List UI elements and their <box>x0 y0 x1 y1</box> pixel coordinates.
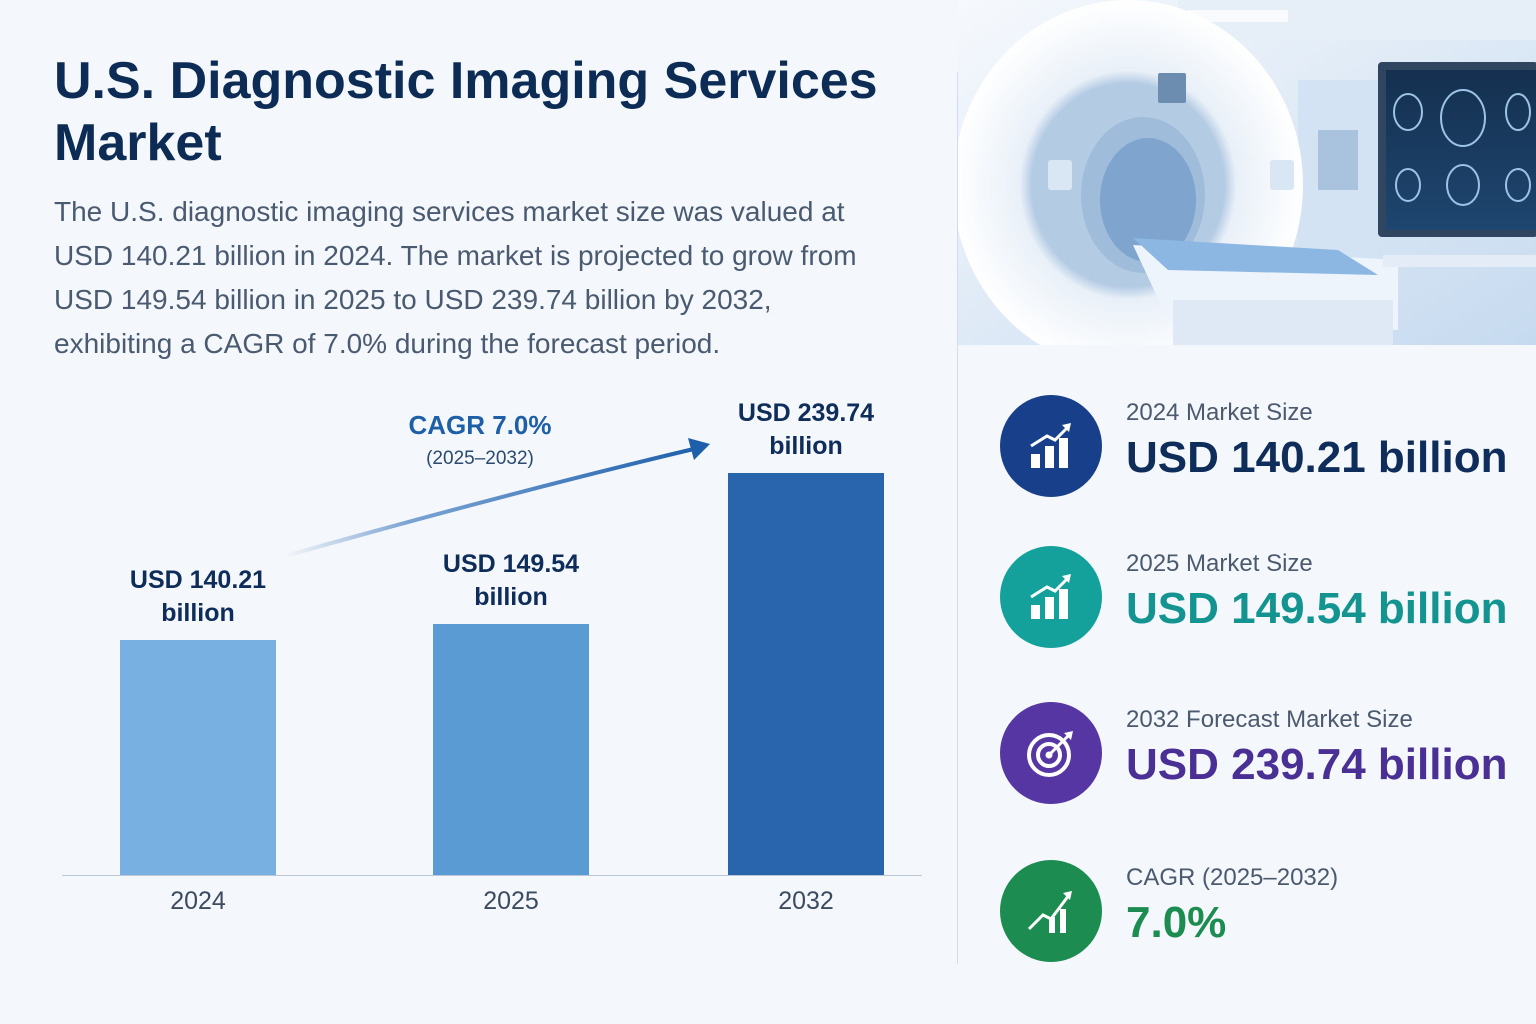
mri-scanner-photo <box>958 0 1536 345</box>
stat-card-2025: 2025 Market Size USD 149.54 billion <box>1000 546 1530 656</box>
page-title: U.S. Diagnostic Imaging Services Market <box>54 52 878 172</box>
panel-divider <box>957 72 958 964</box>
bar-value-label: USD 140.21 billion <box>129 565 267 627</box>
stat-icon-circle <box>1000 860 1102 962</box>
growth-chart-icon <box>1027 891 1072 933</box>
stat-card-2024: 2024 Market Size USD 140.21 billion <box>1000 395 1530 505</box>
market-bar-chart: CAGR 7.0% (2025–2032) USD 140.21 billion… <box>0 380 958 940</box>
stat-card-2032: 2032 Forecast Market Size USD 239.74 bil… <box>1000 702 1530 812</box>
x-axis-line <box>62 875 922 876</box>
bar-2024 <box>120 639 276 875</box>
cagr-annotation-period: (2025–2032) <box>426 448 534 469</box>
stat-icon-circle <box>1000 702 1102 804</box>
stat-value: USD 239.74 billion <box>1126 740 1508 789</box>
stat-value: USD 140.21 billion <box>1126 433 1508 482</box>
stat-value: 7.0% <box>1126 898 1227 947</box>
cagr-arrow <box>284 438 710 558</box>
market-description: The U.S. diagnostic imaging services mar… <box>54 196 857 359</box>
stat-label: 2025 Market Size <box>1126 550 1313 577</box>
x-tick-label: 2024 <box>170 887 226 915</box>
stat-label: 2024 Market Size <box>1126 399 1313 426</box>
bar-2025 <box>433 624 589 875</box>
stat-value: USD 149.54 billion <box>1126 584 1508 633</box>
target-icon <box>1027 731 1073 777</box>
x-tick-label: 2032 <box>778 887 834 915</box>
bar-value-label: USD 239.74 billion <box>737 399 875 460</box>
bar-chart-up-icon <box>1030 423 1071 468</box>
bar-value-label: USD 149.54 billion <box>442 550 580 612</box>
stat-card-cagr: CAGR (2025–2032) 7.0% <box>1000 860 1530 970</box>
mri-scanner-illustration <box>958 0 1536 345</box>
stat-label: CAGR (2025–2032) <box>1126 864 1339 891</box>
left-panel: U.S. Diagnostic Imaging Services Market … <box>0 52 958 940</box>
stat-icon-circle <box>1000 546 1102 648</box>
x-tick-label: 2025 <box>483 887 539 915</box>
bar-2032 <box>728 473 884 875</box>
stat-label: 2032 Forecast Market Size <box>1126 706 1413 733</box>
stat-icon-circle <box>1000 395 1102 497</box>
bar-chart-up-icon <box>1030 574 1071 619</box>
cagr-annotation-label: CAGR 7.0% <box>408 410 552 440</box>
